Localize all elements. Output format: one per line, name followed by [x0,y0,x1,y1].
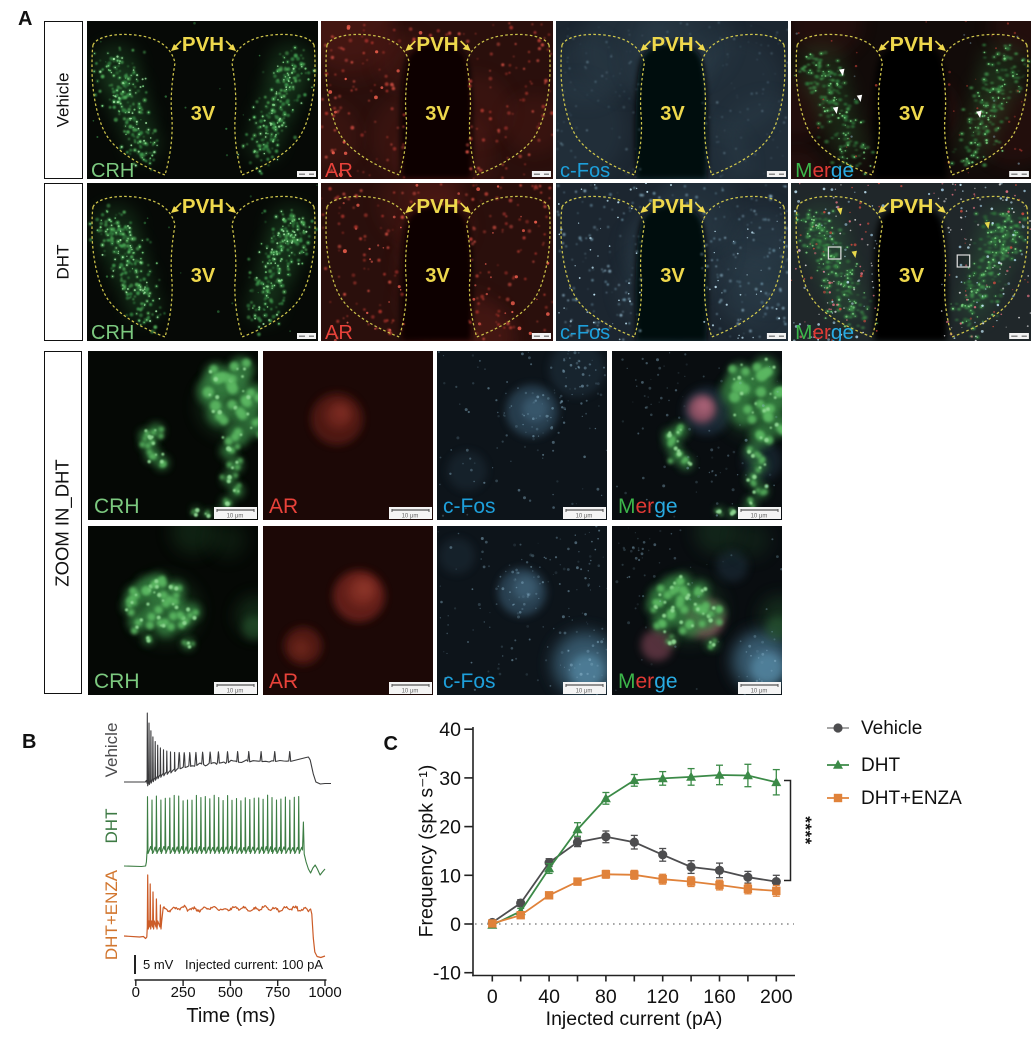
svg-text:c-Fos: c-Fos [443,670,496,693]
svg-text:5 mV: 5 mV [143,957,174,972]
svg-text:c-Fos: c-Fos [560,160,610,179]
svg-text:CRH: CRH [94,670,140,693]
svg-text:Injected current: 100 pA: Injected current: 100 pA [185,957,323,972]
svg-text:PVH: PVH [182,33,224,56]
svg-text:DHT: DHT [102,809,121,844]
svg-text:3V: 3V [425,103,450,125]
svg-text:PVH: PVH [890,195,934,218]
svg-text:250: 250 [171,984,196,1001]
svg-text:Vehicle: Vehicle [102,723,121,778]
svg-text:Merge: Merge [795,322,854,341]
svg-text:CRH: CRH [91,160,134,179]
svg-text:3V: 3V [191,265,216,287]
svg-text:Merge: Merge [618,670,678,693]
svg-text:c-Fos: c-Fos [560,322,610,341]
svg-text:10 μm: 10 μm [227,688,244,694]
svg-text:3V: 3V [660,103,685,125]
svg-text:Merge: Merge [618,495,678,518]
svg-text:10: 10 [439,865,461,887]
svg-text:3V: 3V [660,265,685,287]
svg-text:3V: 3V [899,265,925,287]
svg-text:750: 750 [265,984,290,1001]
svg-text:c-Fos: c-Fos [443,495,496,518]
svg-text:0: 0 [132,984,140,1001]
svg-text:3V: 3V [425,265,450,287]
svg-text:10 μm: 10 μm [576,514,593,520]
svg-text:10 μm: 10 μm [750,514,767,520]
svg-text:0: 0 [487,986,498,1008]
svg-text:-10: -10 [433,963,461,985]
svg-text:PVH: PVH [416,33,458,56]
svg-text:1000: 1000 [308,984,341,1001]
svg-text:CRH: CRH [94,495,140,518]
svg-text:500: 500 [218,984,243,1001]
svg-text:40: 40 [538,986,560,1008]
svg-text:20: 20 [439,817,461,839]
svg-text:3V: 3V [899,103,925,125]
svg-text:PVH: PVH [182,195,224,218]
svg-text:0: 0 [450,914,461,936]
svg-text:AR: AR [269,670,298,693]
svg-text:Merge: Merge [795,160,854,179]
svg-text:30: 30 [439,768,461,790]
svg-text:PVH: PVH [890,33,934,56]
svg-text:C: C [384,733,398,755]
svg-text:10 μm: 10 μm [227,514,244,520]
svg-text:10 μm: 10 μm [401,514,418,520]
svg-text:CRH: CRH [91,322,134,341]
svg-text:40: 40 [439,719,461,741]
svg-text:PVH: PVH [416,195,458,218]
svg-text:10 μm: 10 μm [576,688,593,694]
svg-text:3V: 3V [191,103,216,125]
svg-text:10 μm: 10 μm [401,688,418,694]
svg-text:PVH: PVH [651,195,693,218]
svg-text:PVH: PVH [651,33,693,56]
svg-text:AR: AR [325,160,353,179]
svg-text:AR: AR [269,495,298,518]
svg-text:DHT+ENZA: DHT+ENZA [102,869,121,960]
svg-text:AR: AR [325,322,353,341]
svg-text:Time (ms): Time (ms) [186,1005,275,1027]
svg-text:10 μm: 10 μm [750,688,767,694]
